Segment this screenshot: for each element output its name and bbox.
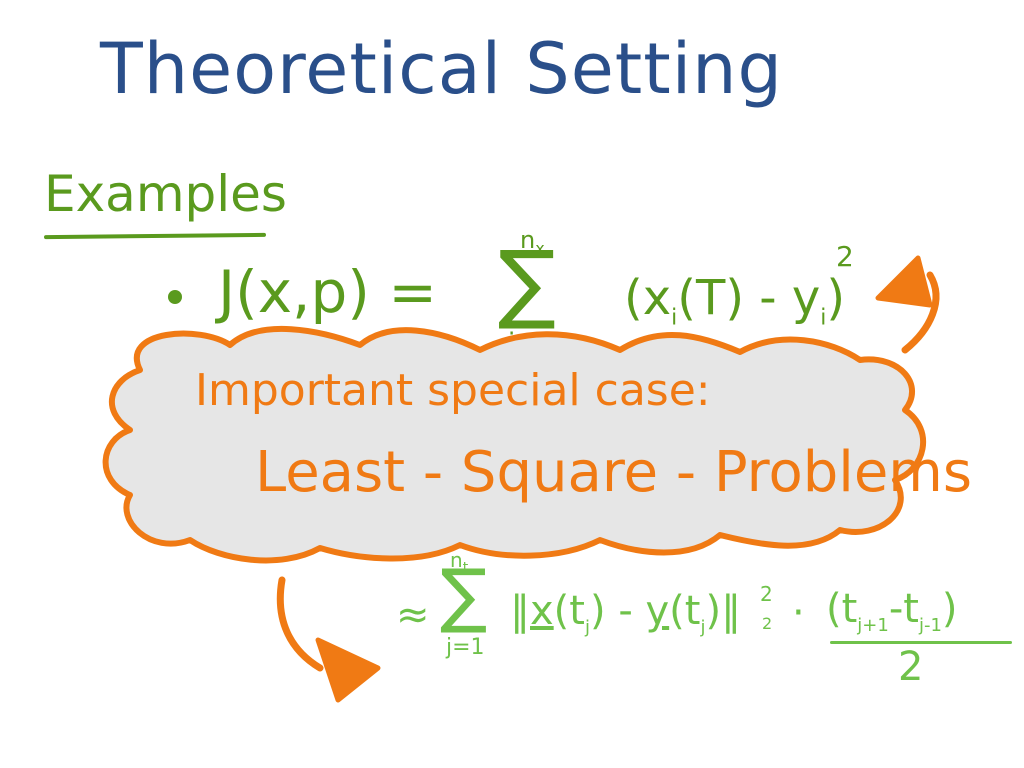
formula1-sum-upper: nx	[520, 226, 545, 258]
formula1-sum-symbol: ∑	[498, 233, 556, 333]
formula2-frac-denominator: 2	[898, 644, 924, 690]
bullet-point	[168, 290, 182, 304]
page-title: Theoretical Setting	[100, 28, 783, 110]
formula2-norm-sub: 2	[762, 614, 773, 633]
formula1-power: 2	[836, 240, 854, 273]
callout-line1: Important special case:	[195, 365, 711, 416]
formula2-sum-symbol: ∑	[440, 554, 488, 636]
formula2-frac-numerator: (tj+1-tj-1)	[826, 586, 958, 636]
formula2-approx: ≈	[396, 592, 430, 638]
section-heading-examples: Examples	[44, 165, 287, 223]
formula1-body: (xi(T) - yi)	[624, 270, 846, 331]
formula2-frac-bar	[830, 641, 1012, 644]
formula2-dot: ·	[792, 590, 805, 636]
formula2-sum-upper: nt	[450, 548, 469, 576]
callout-line2: Least - Square - Problems	[255, 440, 973, 505]
formula1-lhs: J(x,p) =	[218, 258, 437, 326]
formula2-norm-sup: 2	[760, 582, 773, 606]
formula2-norm: ‖x(tj) - y(tj)‖	[510, 588, 742, 638]
formula2-sum-lower: j=1	[446, 635, 485, 660]
